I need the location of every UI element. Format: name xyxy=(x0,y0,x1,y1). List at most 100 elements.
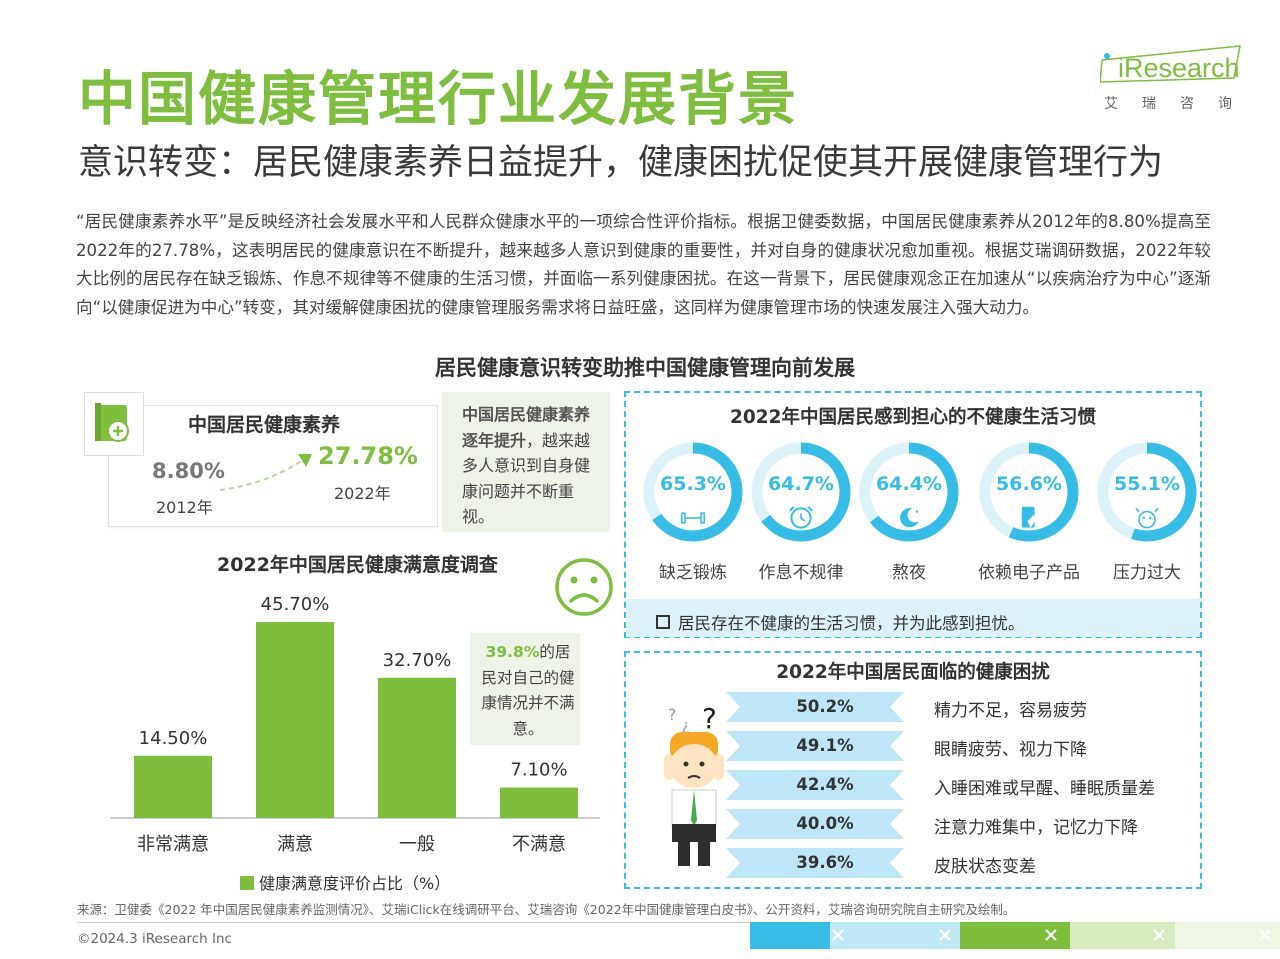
trouble-value: 42.4% xyxy=(796,775,854,794)
trouble-label: 眼睛疲劳、视力下降 xyxy=(934,740,1087,760)
ring-value-arc xyxy=(643,442,743,542)
habit-ring: 64.4% xyxy=(859,442,959,542)
trouble-bar-shape xyxy=(726,692,904,722)
trouble-label: 注意力难集中，记忆力下降 xyxy=(934,818,1138,838)
page-title: 中国健康管理行业发展背景 xyxy=(78,65,799,133)
trouble-bar-fill xyxy=(726,848,904,878)
literacy-2012-year: 2012年 xyxy=(156,498,213,517)
svg-text:?: ? xyxy=(668,705,677,724)
trouble-value: 39.6% xyxy=(796,853,854,872)
ring-value-arc xyxy=(751,442,851,542)
bar-2 xyxy=(256,622,334,818)
bar-4 xyxy=(500,787,578,818)
dumbbell-icon xyxy=(680,512,706,524)
chart-legend: 健康满意度评价占比（%） xyxy=(240,870,450,894)
literacy-card xyxy=(108,405,438,527)
literacy-title: 中国居民健康素养 xyxy=(188,414,341,436)
satisfaction-chart-title: 2022年中国居民健康满意度调查 xyxy=(217,554,498,576)
habit-label: 依赖电子产品 xyxy=(978,563,1080,583)
category-label: 一般 xyxy=(399,834,435,855)
page-subtitle: 意识转变：居民健康素养日益提升，健康困扰促使其开展健康管理行为 xyxy=(78,143,1164,183)
habit-label: 熬夜 xyxy=(892,563,926,583)
category-label: 非常满意 xyxy=(137,834,209,855)
bar-3 xyxy=(378,677,456,818)
trouble-bar: 39.6% xyxy=(726,848,904,878)
svg-text:?: ? xyxy=(702,702,717,735)
footer-divider xyxy=(77,922,1208,923)
trouble-bar-fill xyxy=(726,731,904,761)
intro-paragraph: “居民健康素养水平”是反映经济社会发展水平和人民群众健康水平的一项综合性评价指标… xyxy=(76,212,1211,317)
ring-value-label: 56.6% xyxy=(996,473,1062,495)
legend-swatch xyxy=(240,876,254,890)
habit-ring: 55.1% xyxy=(1097,442,1197,542)
trouble-bar-fill xyxy=(726,692,904,722)
habit-item: 64.7% 作息不规律 xyxy=(749,440,853,583)
habit-ring: 64.7% xyxy=(751,442,851,542)
troubles-panel xyxy=(624,651,1202,889)
satisfaction-bar-chart: 14.50% 非常满意 45.70% 满意 32.70% 一般 7.10% 不满意 xyxy=(110,594,600,855)
trouble-value: 50.2% xyxy=(796,697,854,716)
literacy-note-box xyxy=(442,392,610,532)
literacy-2022-value: 27.78% xyxy=(318,442,418,470)
habit-label: 压力过大 xyxy=(1113,563,1181,583)
value-label: 7.10% xyxy=(510,760,567,781)
habit-label: 作息不规律 xyxy=(758,563,844,583)
ring-value-label: 64.4% xyxy=(876,473,942,495)
dissatisfied-note: 39.8%的居民对自己的健康情况并不满意。 xyxy=(481,643,575,738)
category-label: 不满意 xyxy=(512,834,566,855)
phone-icon xyxy=(1021,506,1037,528)
habits-title: 2022年中国居民感到担心的不健康生活习惯 xyxy=(730,407,1096,428)
section-title: 居民健康意识转变助推中国健康管理向前发展 xyxy=(435,356,855,380)
stress-face-icon xyxy=(1135,507,1159,529)
literacy-2012-value: 8.80% xyxy=(152,459,225,483)
logo-cn-text: 艾瑞咨询 xyxy=(1104,96,1256,112)
trouble-bar-shape xyxy=(726,731,904,761)
trouble-value: 40.0% xyxy=(796,814,854,833)
troubles-title: 2022年中国居民面临的健康困扰 xyxy=(776,662,1050,683)
ring-value-arc xyxy=(1097,442,1197,542)
value-label: 45.70% xyxy=(261,594,330,615)
habit-item: 65.3% 缺乏锻炼 xyxy=(641,440,745,583)
moon-icon xyxy=(900,508,919,528)
growth-arrow-icon xyxy=(219,454,312,491)
decorative-strip xyxy=(750,922,1280,949)
checkbox-icon xyxy=(656,615,670,629)
habits-panel xyxy=(624,391,1202,638)
ring-value-arc xyxy=(859,442,959,542)
habit-ring: 56.6% xyxy=(979,442,1079,542)
logo-text: iResearch xyxy=(1118,53,1240,83)
habit-ring: 65.3% xyxy=(643,442,743,542)
trouble-value: 49.1% xyxy=(796,736,854,755)
trouble-label: 皮肤状态变差 xyxy=(934,857,1036,877)
value-label: 32.70% xyxy=(383,650,452,671)
trouble-bar-fill xyxy=(726,809,904,839)
legend-label: 健康满意度评价占比（%） xyxy=(259,874,451,893)
trouble-bar-shape xyxy=(726,848,904,878)
confused-person-icon: ? ¿ ? xyxy=(664,702,724,866)
habit-item: 55.1% 压力过大 xyxy=(1095,440,1199,583)
ring-value-label: 55.1% xyxy=(1114,473,1180,495)
copyright: ©2024.3 iResearch Inc xyxy=(77,931,232,947)
trouble-bar: 42.4% xyxy=(726,770,904,800)
trouble-label: 精力不足，容易疲劳 xyxy=(934,701,1087,721)
source-note: 来源：卫健委《2022 年中国居民健康素养监测情况》、艾瑞iClick在线调研平… xyxy=(77,902,1016,917)
dissatisfied-note-box xyxy=(470,633,580,745)
trouble-bar: 40.0% xyxy=(726,809,904,839)
trouble-bar: 49.1% xyxy=(726,731,904,761)
trouble-bar: 50.2% xyxy=(726,692,904,722)
literacy-note: 中国居民健康素养逐年提升，越来越多人意识到自身健康问题并不断重视。 xyxy=(462,405,591,526)
bar-1 xyxy=(134,755,212,818)
ring-value-arc xyxy=(979,442,1079,542)
worry-note: 居民存在不健康的生活习惯，并为此感到担忧。 xyxy=(656,610,1025,634)
ring-value-label: 65.3% xyxy=(660,473,726,495)
category-label: 满意 xyxy=(277,834,313,855)
value-label: 14.50% xyxy=(139,728,208,749)
trouble-bar-shape xyxy=(726,809,904,839)
habit-item: 56.6% 依赖电子产品 xyxy=(977,440,1081,583)
trouble-label: 入睡困难或早醒、睡眠质量差 xyxy=(934,779,1155,799)
trouble-bar-fill xyxy=(726,770,904,800)
habit-label: 缺乏锻炼 xyxy=(659,563,727,583)
sad-face-icon xyxy=(555,558,613,616)
health-book-icon xyxy=(84,392,144,456)
svg-text:¿: ¿ xyxy=(682,718,689,734)
